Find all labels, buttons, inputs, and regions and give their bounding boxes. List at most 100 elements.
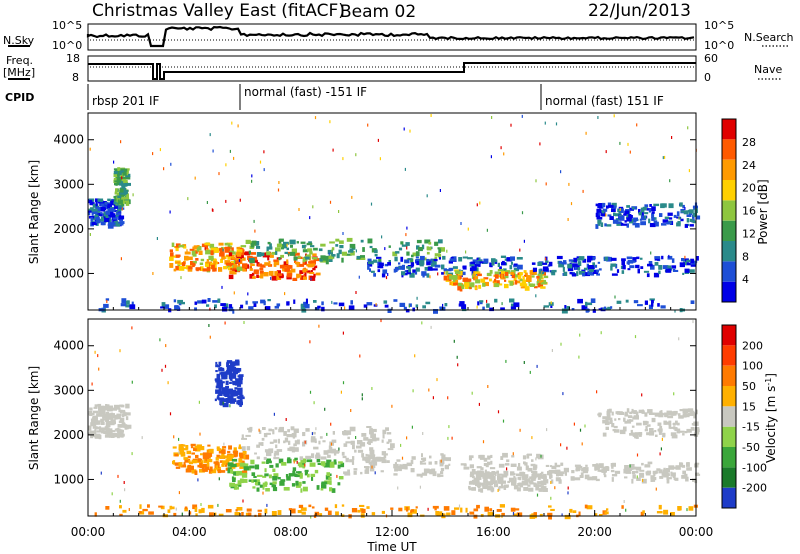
velocity-cell [280,479,286,482]
velocity-speckle [579,428,582,432]
velocity-speckle [309,340,311,344]
power-cell [578,256,585,261]
velocity-cell [228,373,235,377]
power-cell [459,275,462,279]
power-cell [92,209,98,214]
velocity-cell [333,459,337,464]
velocity-cell [334,504,338,509]
power-cell [267,256,270,261]
power-cell [611,257,617,261]
velocity-cell [215,385,222,389]
velocity-speckle [636,453,639,457]
velocity-speckle [546,428,548,432]
velocity-cell [237,470,242,476]
power-cell [302,249,309,253]
velocity-cell [537,481,541,485]
power-cell [403,306,407,310]
power-cell [654,256,661,259]
power-cell [454,270,461,275]
power-cell [539,280,544,283]
velocity-cell [213,468,217,471]
velocity-speckle [642,478,644,482]
power-cell [90,217,93,222]
velocity-cell [381,439,384,443]
velocity-cell [289,446,295,452]
power-cell [582,258,587,263]
velocity-cell [369,429,374,435]
velocity-cell [371,512,376,516]
velocity-cell [647,461,653,465]
power-speckle [535,179,537,183]
velocity-cell [421,457,425,461]
power-cell [667,265,671,268]
velocity-cell [376,456,382,462]
power-cell [201,299,207,304]
velocity-cell [675,465,681,470]
power-cell [276,273,283,276]
power-cell [296,273,299,279]
power-cell [256,252,262,257]
power-cell [264,262,269,266]
power-cell [585,301,588,307]
velocity-cell [272,430,275,435]
power-cell [176,254,181,257]
velocity-cell [662,469,669,474]
power-cell [586,263,589,269]
cpid-segment-1: rbsp 201 IF [92,94,159,108]
power-speckle [332,148,334,152]
power-cell [474,276,479,279]
power-cell [122,168,128,172]
velocity-cell [300,488,303,493]
power-cell [374,249,378,254]
power-cell [94,214,99,217]
velocity-cell [446,512,451,516]
power-cell [649,223,656,228]
velocity-cell [420,462,427,465]
velocity-cell [326,459,332,464]
power-cell [479,261,485,264]
velocity-cell [226,362,230,367]
power-speckle [674,309,676,313]
power-cell [297,255,301,259]
power-cell [178,244,185,248]
velocity-cell [100,427,105,431]
power-cell [373,259,378,263]
power-cell [672,268,676,272]
power-cell [366,302,373,306]
velocity-cell [332,431,335,435]
velocity-cell [441,454,446,460]
power-cell [212,258,217,263]
velocity-cell [215,370,218,373]
velocity-speckle [636,475,638,479]
velocity-cell [673,476,676,480]
power-cell [107,203,111,206]
velocity-cell [205,465,210,471]
power-cell [169,256,174,261]
velocity-cell [480,467,484,471]
power-speckle [355,249,357,253]
velocity-speckle [313,401,315,405]
velocity-cell [676,422,680,426]
power-cell [576,271,579,277]
velocity-cell [508,477,515,482]
velocity-cell [668,423,672,429]
velocity-cell [347,469,350,474]
power-cell [591,256,596,261]
velocity-cell [380,470,384,473]
power-cell [160,306,165,309]
velocity-speckle [342,331,344,335]
power-cell [231,247,234,251]
velocity-cell [229,482,235,487]
velocity-speckle [550,496,552,500]
power-cell [584,272,591,277]
power-cell [473,271,476,277]
power-cell [183,246,187,249]
velocity-cell [277,438,280,444]
velocity-speckle [406,436,408,440]
power-speckle [120,140,122,144]
velocity-speckle [578,355,580,359]
power-cell [415,267,420,272]
velocity-cell [191,459,197,464]
velocity-cell [363,437,369,441]
velocity-cell [329,461,335,467]
